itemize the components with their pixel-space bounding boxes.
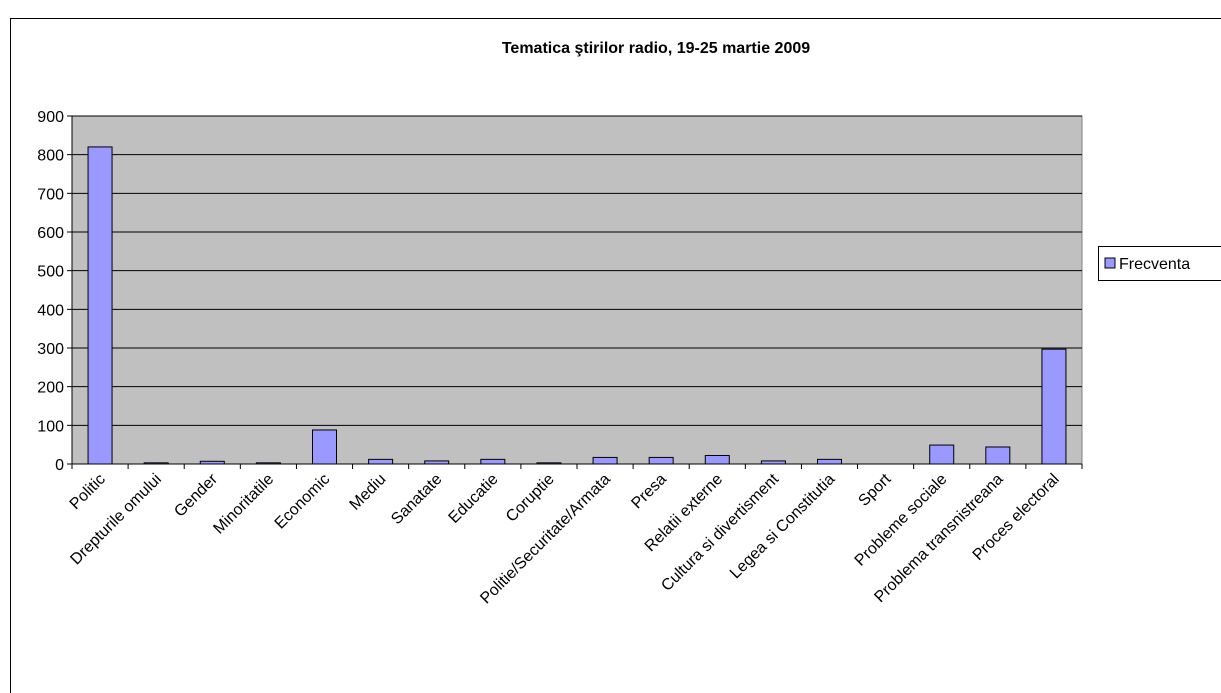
bar bbox=[760, 460, 786, 465]
y-tick-label: 200 bbox=[37, 380, 64, 397]
y-tick-label: 400 bbox=[37, 302, 64, 319]
legend-label: Frecventa bbox=[1119, 256, 1190, 273]
bar bbox=[143, 462, 169, 465]
y-tick-label: 600 bbox=[37, 225, 64, 242]
bar bbox=[87, 146, 113, 465]
bar bbox=[929, 444, 955, 465]
y-tick-label: 700 bbox=[37, 186, 64, 203]
legend-swatch bbox=[1104, 257, 1116, 269]
bar bbox=[817, 458, 842, 465]
y-tick-label: 900 bbox=[37, 109, 64, 126]
bar bbox=[368, 458, 394, 465]
bar bbox=[704, 454, 730, 465]
bar bbox=[648, 456, 674, 465]
y-tick-label: 800 bbox=[37, 148, 64, 165]
legend-box bbox=[1098, 246, 1221, 281]
bar bbox=[985, 446, 1011, 465]
bar bbox=[199, 460, 225, 465]
bar bbox=[536, 462, 562, 465]
bar bbox=[592, 456, 618, 465]
y-tick-label: 500 bbox=[37, 264, 64, 281]
bar bbox=[1041, 348, 1067, 465]
chart-title: Tematica ştirilor radio, 19-25 martie 20… bbox=[502, 40, 810, 57]
y-tick-label: 300 bbox=[37, 341, 64, 358]
bar bbox=[480, 458, 506, 465]
bar bbox=[424, 460, 450, 465]
bar bbox=[312, 429, 337, 465]
plot-area bbox=[71, 115, 1083, 465]
y-tick-label: 0 bbox=[55, 457, 64, 474]
y-tick-label: 100 bbox=[37, 418, 64, 435]
bar bbox=[255, 462, 281, 465]
